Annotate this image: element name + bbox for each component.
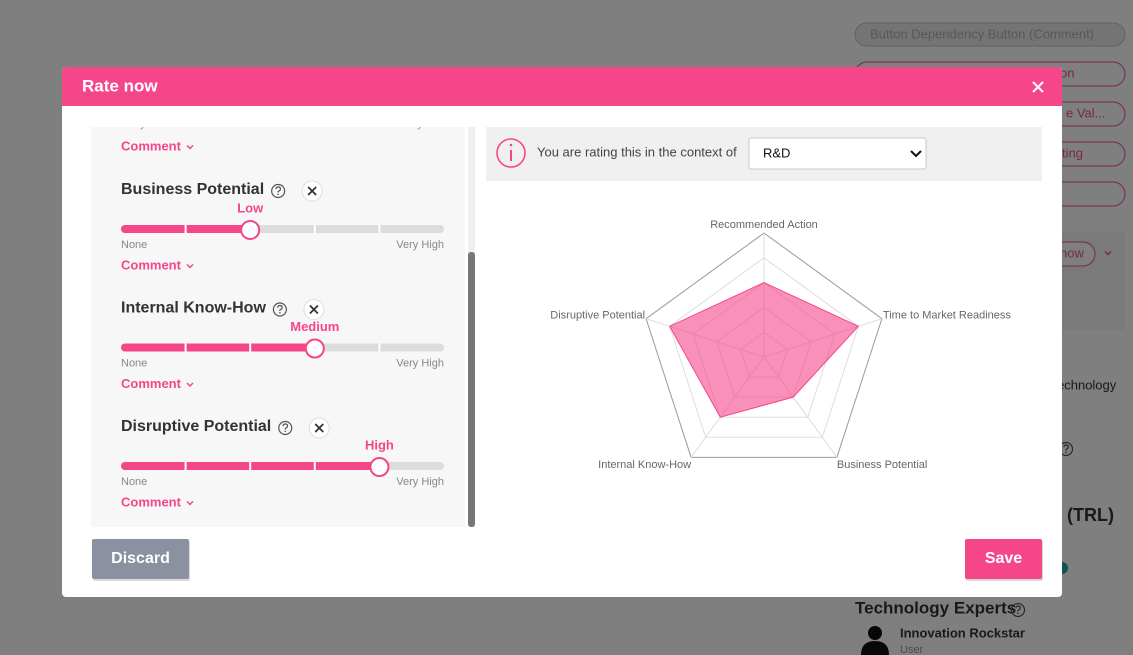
comment-link[interactable]: Comment (121, 376, 182, 391)
radar-area (668, 282, 860, 418)
radar-label: Disruptive Potential (550, 310, 645, 322)
ratings-list: 0-2 years 15+ years Comment Business Potent… (121, 118, 444, 509)
close-icon (307, 186, 317, 196)
help-icon-dot (279, 312, 281, 314)
modal-header-base (62, 96, 1062, 106)
scale-max-label: Very High (396, 476, 444, 488)
scale-min-label: None (121, 476, 147, 488)
scale-min-label: None (121, 239, 147, 251)
select-box[interactable] (748, 137, 927, 170)
rating-name: Disruptive Potential (121, 418, 271, 435)
help-icon-mark (277, 304, 283, 311)
help-icon-mark (282, 423, 289, 430)
context-select[interactable]: R&D (748, 137, 927, 170)
radar-ring (645, 232, 883, 458)
scale-min-label: 0-2 years (121, 118, 167, 130)
scale-max-label: Very High (396, 239, 444, 251)
radar-label: Time to Market Readiness (883, 310, 1011, 322)
info-icon (496, 138, 526, 168)
save-button[interactable]: Save (965, 539, 1043, 581)
radar-ring (669, 257, 859, 438)
discard-button[interactable]: Discard (92, 539, 190, 581)
save-label[interactable]: Save (985, 550, 1022, 567)
radar-label: Recommended Action (710, 219, 818, 231)
remove-rating-button[interactable] (301, 180, 323, 202)
save-box[interactable] (965, 539, 1042, 579)
help-icon (278, 420, 293, 436)
scale-max-label: 15+ years (395, 118, 444, 130)
remove-rating-button[interactable] (303, 299, 325, 320)
help-icon-dot (277, 193, 279, 196)
close-icon (314, 423, 324, 433)
slider-handle[interactable] (304, 338, 325, 359)
close-icon (309, 304, 319, 315)
chevron-icon (186, 263, 194, 269)
help-icon-mark (275, 186, 282, 193)
value-label: Medium (290, 319, 339, 334)
value-label: Low (237, 200, 264, 215)
comment-link[interactable]: Comment (121, 494, 182, 509)
scrollbar-thumb (468, 252, 475, 527)
rating-name: Business Potential (121, 181, 264, 198)
chevron-icon (186, 382, 194, 388)
slider-handle[interactable] (240, 220, 261, 240)
help-icon-dot (284, 430, 287, 433)
value-label: High (365, 437, 394, 452)
info-icon-dot (509, 143, 513, 147)
context-text: You are rating this in the context of (537, 144, 737, 159)
discard-label[interactable]: Discard (111, 550, 170, 567)
select-chevron (910, 150, 922, 158)
radar-label: Internal Know-How (598, 459, 691, 471)
scale-min-label: None (121, 357, 147, 369)
radar-label: Business Potential (837, 459, 928, 471)
modal-title: Rate now (82, 76, 158, 95)
chevron-icon (186, 500, 194, 506)
close-icon (1032, 81, 1044, 93)
rating-name: Internal Know-How (121, 300, 266, 317)
discard-box[interactable] (92, 539, 189, 579)
slider-handle[interactable] (369, 457, 390, 477)
scale-max-label: Very High (396, 357, 444, 369)
slider-fill (121, 343, 315, 352)
chevron-icon (186, 144, 194, 150)
comment-link[interactable]: Comment (121, 257, 182, 272)
select-value[interactable]: R&D (763, 145, 790, 160)
remove-rating-button[interactable] (308, 417, 330, 439)
help-icon (271, 183, 286, 199)
help-icon (272, 302, 287, 317)
close-button[interactable] (1028, 77, 1048, 97)
comment-link[interactable]: Comment (121, 138, 182, 153)
